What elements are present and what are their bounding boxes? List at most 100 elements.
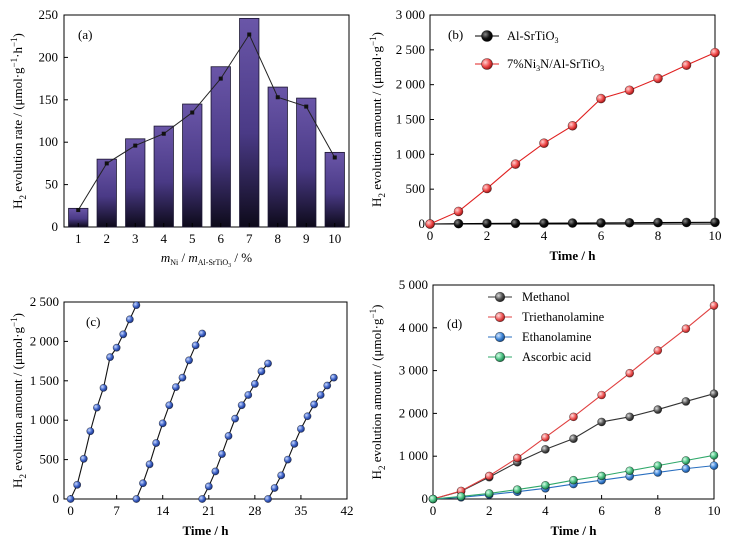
data-point: [191, 341, 200, 350]
x-tick-label: 0: [430, 503, 437, 518]
ylabel-h: H: [369, 198, 384, 207]
ylabel-end: ): [10, 313, 25, 317]
data-point: [709, 301, 719, 310]
x-tick-label: 1: [75, 231, 82, 246]
y-axis-label: H2 evolution rate / (μmol·g−1·h−1): [9, 33, 28, 209]
data-point: [290, 439, 299, 448]
data-point: [541, 445, 550, 454]
y-tick-label: 250: [39, 7, 59, 22]
data-point: [653, 461, 663, 470]
data-point: [171, 383, 180, 392]
y-axis-label: H2 evolution amount / (μmol·g−1): [368, 305, 387, 480]
x-tick-label: 8: [655, 503, 662, 518]
bar: [267, 86, 288, 228]
ylabel-text: evolution rate / (μmol·g: [10, 67, 25, 195]
panel-label-a: (a): [78, 27, 92, 42]
data-point: [132, 301, 141, 310]
x-axis-label: Time / h: [550, 248, 597, 263]
y-axis-label: H2 evolution amount / (μmol·g−1): [9, 313, 28, 488]
ylabel-sup: −1: [9, 58, 19, 68]
data-point: [237, 401, 246, 410]
y-tick-label: 200: [39, 49, 59, 64]
data-point: [482, 183, 492, 194]
legend-label: Methanol: [522, 290, 570, 304]
y-tick-label: 3 000: [399, 363, 428, 378]
y-tick-label: 0: [52, 219, 59, 234]
y-tick-label: 150: [39, 92, 59, 107]
bar: [96, 158, 117, 228]
legend-text: Al-SrTiO: [507, 29, 554, 43]
data-point: [681, 324, 691, 333]
x-tick-label: 2: [104, 231, 111, 246]
y-tick-label: 1 000: [396, 146, 425, 161]
data-point: [106, 353, 114, 362]
data-point: [596, 93, 606, 104]
y-tick-label: 1 000: [399, 448, 428, 463]
panel-label-1: (b): [448, 27, 463, 42]
data-point: [283, 455, 292, 464]
data-point: [596, 218, 606, 228]
ylabel-end: ): [369, 305, 384, 309]
ylabel-h: H: [10, 200, 25, 209]
data-point: [257, 367, 266, 376]
trend-point: [332, 155, 337, 160]
ylabel-mid: ·h: [10, 47, 25, 58]
ylabel-text: evolution amount / (μmol·g: [369, 45, 384, 193]
data-point: [211, 467, 220, 476]
data-point: [569, 412, 578, 422]
ylabel-sup: −1: [9, 317, 19, 327]
data-point: [428, 494, 438, 504]
x-axis-label: mNi / mAl-SrTiO3 / %: [161, 250, 252, 269]
legend-text: 7%Ni: [507, 57, 537, 71]
x-tick-label: 6: [598, 228, 605, 243]
trend-point: [304, 104, 309, 109]
ylabel-text: evolution amount / (μmol·g: [10, 326, 25, 474]
xlabel-end: / %: [231, 250, 252, 265]
data-point: [224, 432, 233, 440]
ylabel-end: ): [10, 33, 25, 37]
legend-sub: 3: [600, 64, 604, 73]
bar: [296, 97, 317, 228]
data-point: [277, 471, 286, 480]
x-tick-label: 0: [427, 228, 434, 243]
data-point: [119, 330, 128, 339]
data-point: [99, 383, 108, 392]
y-tick-label: 2 500: [30, 294, 59, 309]
legend-label: Al-SrTiO3: [507, 29, 558, 45]
y-tick-label: 2 000: [30, 333, 59, 348]
data-point: [316, 391, 325, 399]
xlabel-sub1: Ni: [170, 258, 179, 267]
data-point: [453, 206, 464, 217]
trend-point: [247, 32, 252, 37]
data-point: [681, 456, 691, 465]
data-point: [125, 315, 134, 324]
panel-d: 0 1 000 2 000 3 000 4 000 5 000 0 2 4 6 8 10 (d) Time…: [368, 277, 721, 538]
ylabel-end: ): [369, 32, 384, 36]
ylabel-sub: 2: [377, 193, 387, 198]
x-tick-label: 6: [218, 231, 225, 246]
x-tick-label: 10: [328, 231, 341, 246]
data-point: [597, 471, 606, 481]
data-point: [323, 381, 332, 390]
x-tick-label: 10: [708, 503, 721, 518]
xlabel-sub2: Al-SrTiO: [198, 258, 229, 267]
y-tick-label: 0: [419, 216, 426, 231]
data-point: [653, 217, 663, 228]
y-tick-label: 3 000: [396, 7, 425, 22]
data-point: [512, 453, 522, 463]
data-point: [198, 495, 207, 503]
legend-marker: [494, 331, 506, 343]
data-point: [625, 466, 635, 476]
data-point: [132, 495, 141, 503]
ylabel-sub: 2: [377, 466, 387, 471]
data-point: [303, 412, 312, 421]
data-point: [484, 489, 494, 498]
data-point: [597, 390, 606, 400]
ylabel-sup: −1: [368, 36, 378, 46]
y-tick-label: 0: [422, 491, 429, 506]
data-point: [79, 454, 88, 463]
ylabel-sup: −1: [368, 309, 378, 319]
panel-label-3: (d): [447, 316, 462, 331]
data-point: [456, 492, 466, 501]
data-point: [112, 343, 121, 352]
